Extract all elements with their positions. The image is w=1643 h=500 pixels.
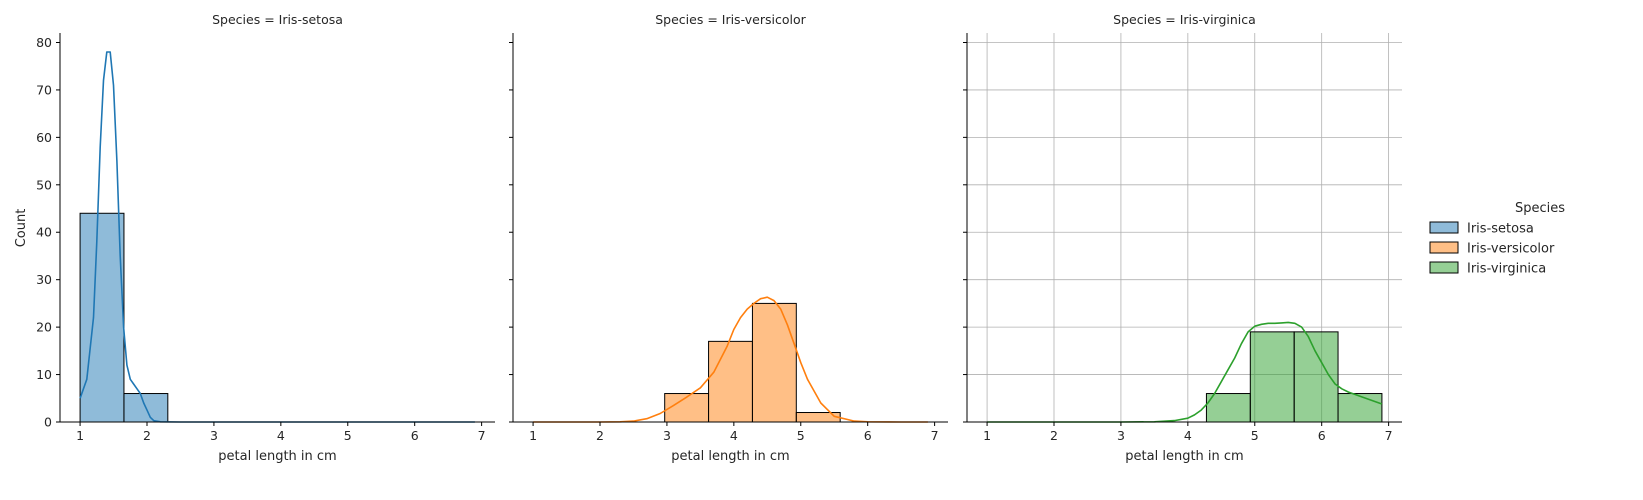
x-tick-label: 3 — [1117, 428, 1125, 443]
y-tick-label: 0 — [44, 415, 52, 430]
y-tick-label: 80 — [36, 35, 52, 50]
x-tick-label: 5 — [797, 428, 805, 443]
histogram-bar — [751, 302, 797, 423]
x-tick-label: 5 — [1251, 428, 1259, 443]
histogram-bar — [79, 212, 125, 423]
legend-label: Iris-setosa — [1467, 222, 1534, 237]
legend-item: Iris-versicolor — [1429, 241, 1555, 257]
legend-swatch — [1429, 241, 1459, 254]
x-tick-label: 6 — [864, 428, 872, 443]
x-tick-label: 4 — [730, 428, 738, 443]
legend-swatch — [1429, 261, 1459, 274]
x-tick-label: 3 — [663, 428, 671, 443]
kde-line — [987, 321, 1383, 423]
x-tick-label: 7 — [1385, 428, 1393, 443]
facet-title: Species = Iris-virginica — [1113, 12, 1256, 27]
histogram-bar — [664, 393, 710, 423]
histogram-bar — [1249, 331, 1295, 423]
x-tick-label: 7 — [478, 428, 486, 443]
y-tick-label: 70 — [36, 82, 52, 97]
facet-title: Species = Iris-setosa — [212, 12, 343, 27]
x-tick-label: 6 — [1318, 428, 1326, 443]
legend-swatch — [1429, 221, 1459, 234]
x-tick-label: 4 — [277, 428, 285, 443]
legend-label: Iris-versicolor — [1467, 242, 1555, 257]
x-axis-label: petal length in cm — [1125, 449, 1243, 464]
histogram-bar — [708, 340, 753, 423]
x-tick-label: 1 — [529, 428, 537, 443]
histogram-bar — [1205, 393, 1251, 423]
legend: Species Iris-setosa Iris-versicolor Iris-v… — [1429, 201, 1565, 277]
y-tick-label: 20 — [36, 320, 52, 335]
x-tick-label: 2 — [1050, 428, 1058, 443]
kde-line — [533, 296, 928, 423]
x-tick-label: 2 — [596, 428, 604, 443]
y-tick-label: 40 — [36, 225, 52, 240]
y-tick-label: 30 — [36, 272, 52, 287]
x-tick-label: 4 — [1184, 428, 1192, 443]
y-tick-label: 60 — [36, 130, 52, 145]
legend-title: Species — [1515, 201, 1565, 216]
x-tick-label: 3 — [210, 428, 218, 443]
x-tick-label: 7 — [931, 428, 939, 443]
legend-entries: Iris-setosa Iris-versicolor Iris-virginica — [1429, 221, 1555, 277]
facet-title: Species = Iris-versicolor — [655, 12, 806, 27]
x-tick-label: 6 — [411, 428, 419, 443]
legend-item: Iris-setosa — [1429, 221, 1534, 237]
x-tick-label: 5 — [344, 428, 352, 443]
x-axis-label: petal length in cm — [218, 449, 336, 464]
y-axis-label: Count — [14, 209, 29, 248]
facet-panel-3: 1 2 3 4 5 6 7 Species = Iris-virginica petal len… — [963, 12, 1402, 464]
x-tick-label: 1 — [983, 428, 991, 443]
legend-label: Iris-virginica — [1467, 262, 1546, 277]
kde-line — [79, 51, 475, 423]
histogram-bar — [1337, 393, 1383, 423]
histogram-bar — [1293, 331, 1339, 423]
y-tick-label: 50 — [36, 177, 52, 192]
facet-panel-2: 1 2 3 4 5 6 7 Species = Iris-versicolor petal le… — [509, 12, 948, 464]
x-axis-label: petal length in cm — [671, 449, 789, 464]
x-tick-label: 1 — [76, 428, 84, 443]
histogram-bar — [795, 412, 841, 423]
y-tick-label: 10 — [36, 367, 52, 382]
x-tick-label: 2 — [143, 428, 151, 443]
legend-item: Iris-virginica — [1429, 261, 1546, 277]
